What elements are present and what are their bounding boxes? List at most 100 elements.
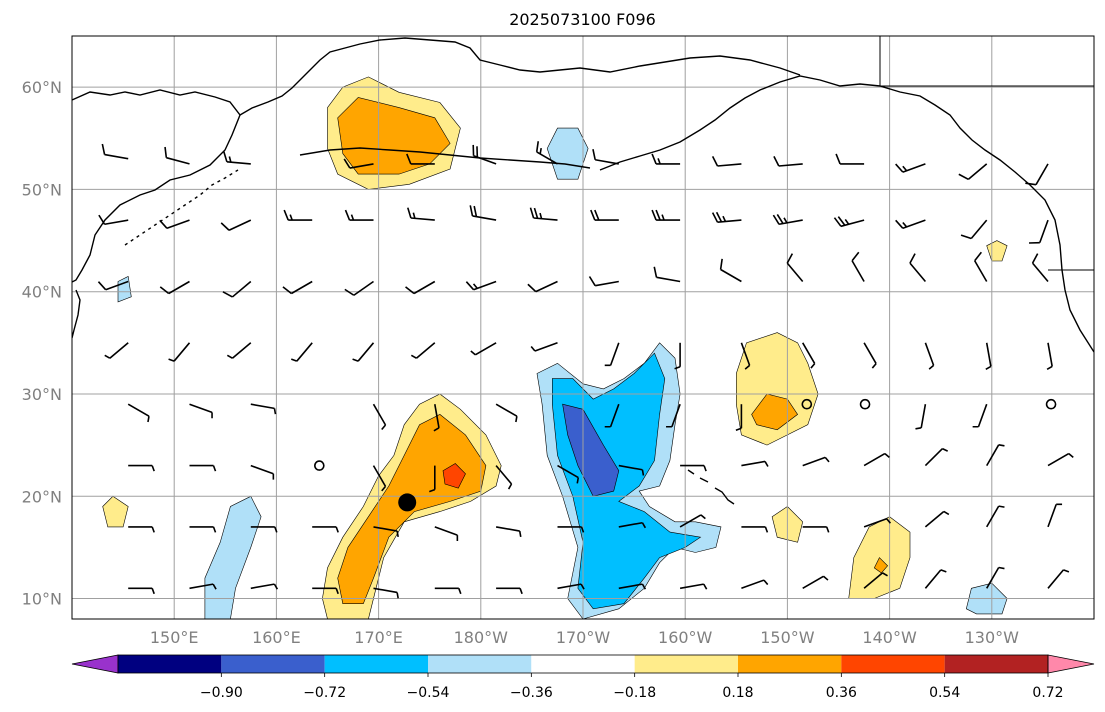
lat-tick-label: 60°N [22,78,62,97]
wind-barb [1029,219,1049,244]
contour-region-2 [442,463,466,489]
latitude-labels: 10°N 20°N 30°N 40°N 50°N 60°N [22,78,62,608]
wind-barb [496,587,523,595]
coastline-alaska [599,75,1094,353]
wind-barb [434,526,459,541]
wind-barb [407,207,435,221]
wind-barb [372,465,387,492]
wind-barb [915,404,927,430]
wind-barb [557,526,585,533]
wind-barb [985,342,992,371]
lat-tick-label: 30°N [22,385,62,404]
wind-barb [405,280,436,295]
wind-barb [128,464,155,472]
wind-barb [741,526,769,533]
colorbar-tick-label: 0.54 [929,685,960,701]
colorbar-segment [634,655,738,673]
gridlines [72,36,1094,619]
wind-barb [680,464,707,472]
kuril-islands [124,169,239,246]
colorbar-tick-label: 0.72 [1032,685,1063,701]
wind-barb [127,403,150,423]
wind-barb [679,583,708,590]
chart-title: 2025073100 F096 [509,10,656,29]
colorbar-tick-label: −0.72 [303,685,346,701]
calm-wind-circle [314,460,325,471]
colorbar-extend-high [1047,654,1095,674]
wind-barb [604,342,620,367]
colorbar-segment [118,655,222,673]
wind-barb [590,209,619,221]
wind-barb [986,566,1005,589]
wind-barb [802,526,830,533]
lon-tick-label: 150°W [760,628,815,647]
wind-barb [851,251,865,282]
wind-barb [429,465,436,493]
wind-barb [741,579,769,590]
lat-tick-label: 40°N [22,283,62,302]
canada-border [879,36,1094,87]
wind-barb [128,587,155,595]
colorbar-segment [324,655,428,673]
contour-region-9 [204,495,262,619]
wind-barb [250,464,275,480]
contour-fills [102,76,1008,619]
wind-barb [863,572,888,589]
wind-barb [1046,342,1053,371]
wind-barb [344,209,374,221]
wind-barb [592,149,619,165]
wind-barb [711,156,742,167]
lon-tick-label: 150°E [150,628,199,647]
wind-barb [472,144,497,165]
wind-barb [802,342,816,369]
wind-barb [1031,253,1049,283]
wind-barb [128,526,155,533]
coastline-japan [72,289,81,339]
wind-barb [974,251,988,282]
wind-barb [666,403,681,428]
wind-barb [164,146,190,165]
wind-barb [895,219,926,230]
wind-barb [618,521,647,529]
plot-frame [71,35,1095,620]
wind-barb [653,266,681,283]
lat-tick-label: 20°N [22,487,62,506]
coastline-asia [72,89,241,283]
wind-barb [802,456,830,467]
contour-region-14 [873,557,889,574]
wind-barb [986,505,1005,528]
wind-barb [465,280,497,291]
wind-barb [909,253,927,283]
wind-barb [719,258,742,283]
contour-region-18 [117,275,132,303]
colorbar-frame [117,654,1049,674]
wind-barb [372,403,387,430]
wind-barb [159,219,190,230]
wind-barb [674,342,681,370]
wind-barb [924,510,950,528]
wind-barb [863,517,892,528]
wind-barb [741,460,769,467]
wind-barb [786,253,804,283]
wind-barb [159,280,190,295]
lat-tick-label: 10°N [22,590,62,609]
lon-tick-label: 170°E [354,628,403,647]
wind-barb [863,342,877,369]
wind-barb [250,526,278,533]
wind-barb [470,342,497,356]
wind-barb [772,213,803,226]
contour-region-16 [102,495,129,528]
wind-barb [924,342,935,370]
aleutian-islands [299,147,591,169]
wind-barb [863,452,890,467]
wind-barb [343,158,374,169]
hawaii-islands [687,469,735,505]
wind-barb [344,280,374,296]
calm-wind-circle [859,398,871,410]
wind-barb [1025,163,1049,186]
lon-tick-label: 170°W [556,628,611,647]
wind-barb [373,526,399,537]
wind-barb [1047,503,1063,528]
wind-barb [495,403,518,423]
